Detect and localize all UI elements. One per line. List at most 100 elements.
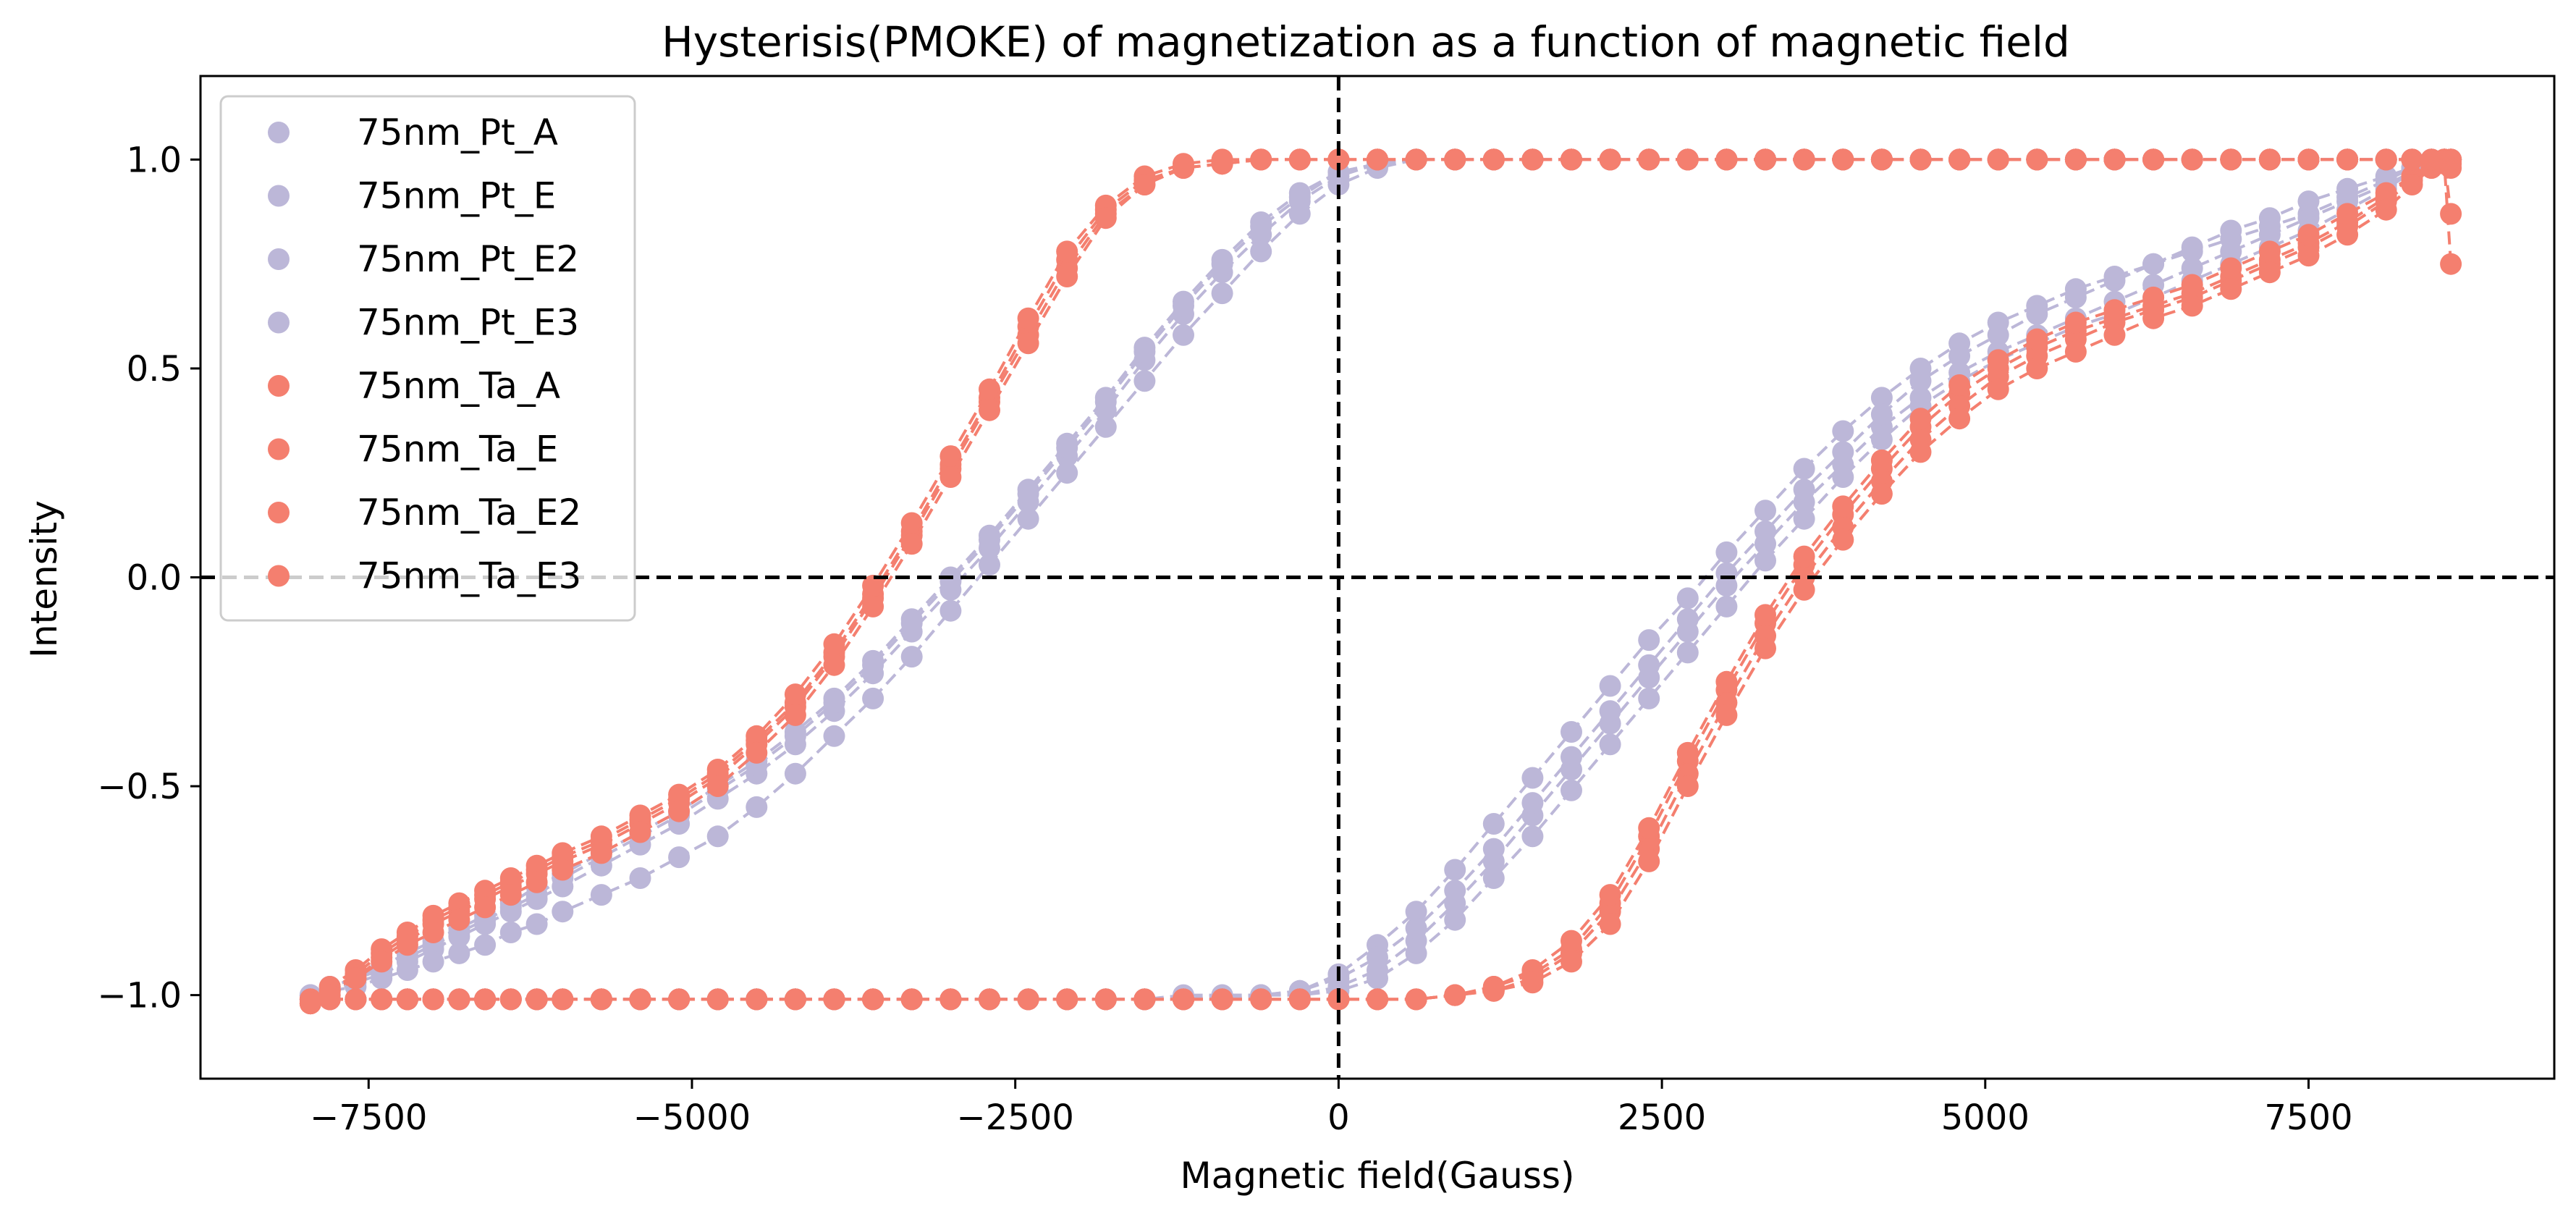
data-point [1638,148,1660,171]
data-point [422,904,444,927]
data-point [1444,909,1466,931]
data-point [862,595,884,618]
data-point [2026,358,2048,379]
data-point [2375,148,2397,171]
data-point [422,922,444,943]
data-point [939,599,962,622]
x-tick-label: −2500 [957,1097,1074,1138]
data-point [900,533,923,555]
data-point [862,654,884,676]
data-point [1832,441,1854,463]
data-point [629,804,651,827]
data-point [1367,946,1388,969]
data-point [474,988,497,1011]
data-point [499,988,522,1011]
data-point [1482,148,1505,171]
data-point [1987,349,2009,371]
data-point [590,988,612,1011]
data-point [371,951,393,973]
y-tick-label: −1.0 [97,976,182,1016]
legend-label: 75nm_Ta_A [357,365,560,407]
data-point [2375,182,2397,204]
data-point [499,884,522,906]
data-point [2064,340,2087,363]
legend-marker [268,248,290,270]
data-point [1948,374,1971,396]
legend-label: 75nm_Ta_E [357,429,559,471]
data-point [1405,901,1427,923]
data-point [1754,521,1776,542]
data-point [552,859,574,881]
data-point [2220,257,2242,279]
data-point [1870,483,1893,505]
data-point [2103,148,2126,171]
data-point [2258,207,2281,229]
data-point [1250,240,1272,263]
data-point [422,951,444,973]
x-tick-label: −7500 [310,1097,427,1138]
data-point [979,378,1000,400]
data-point [979,528,1000,551]
data-point [900,512,923,534]
data-point [1056,266,1078,287]
data-point [2064,148,2087,171]
data-point [1482,979,1505,1002]
x-tick-label: 2500 [1618,1097,1706,1138]
data-point [2258,261,2281,284]
data-point [1638,850,1660,872]
data-point [318,984,341,1006]
data-point [1561,930,1582,952]
legend-marker [268,438,290,460]
data-point [552,988,574,1011]
data-point [1638,687,1660,709]
data-point [1173,988,1194,1011]
data-point [1173,295,1194,317]
data-point [629,821,651,843]
data-point [1715,704,1738,726]
data-point [1599,884,1621,906]
data-point [1017,483,1039,505]
data-point [939,445,962,468]
data-point [1832,466,1854,488]
data-point [2103,269,2126,292]
data-point [862,687,884,709]
data-point [823,691,845,714]
data-point [862,575,884,597]
axis-ticks: −7500 −5000 −2500 0 2500 5000 7500 −1.0 −0.5 0.0 0… [97,140,2352,1138]
data-point [668,800,691,822]
data-point [1832,420,1854,442]
data-point [784,762,806,785]
data-point [2181,148,2203,171]
data-point [1444,148,1466,171]
data-point [2297,245,2320,267]
data-point [2336,177,2359,200]
x-tick-label: 7500 [2264,1097,2352,1138]
data-point [1482,867,1505,889]
data-point [746,796,768,818]
data-point [1288,203,1311,225]
data-point [1133,174,1156,195]
data-point [1094,416,1117,438]
data-point [1909,148,1932,171]
data-point [2026,148,2048,171]
data-point [2064,311,2087,334]
data-point [1870,429,1893,451]
data-point [525,913,548,935]
data-point [668,988,691,1011]
data-point [2142,286,2165,308]
data-point [1676,775,1699,797]
data-point [1676,608,1699,631]
data-point [525,871,548,893]
data-point [474,934,497,956]
data-point [1444,984,1466,1006]
data-point [900,988,923,1011]
data-point [1599,700,1621,722]
data-point [979,554,1000,576]
data-point [590,884,612,906]
data-point [1909,408,1932,430]
y-axis-label: Intensity [23,500,65,658]
data-point [746,725,768,747]
legend-marker [268,122,290,143]
legend-label: 75nm_Ta_E3 [357,555,581,597]
data-point [1561,951,1582,973]
